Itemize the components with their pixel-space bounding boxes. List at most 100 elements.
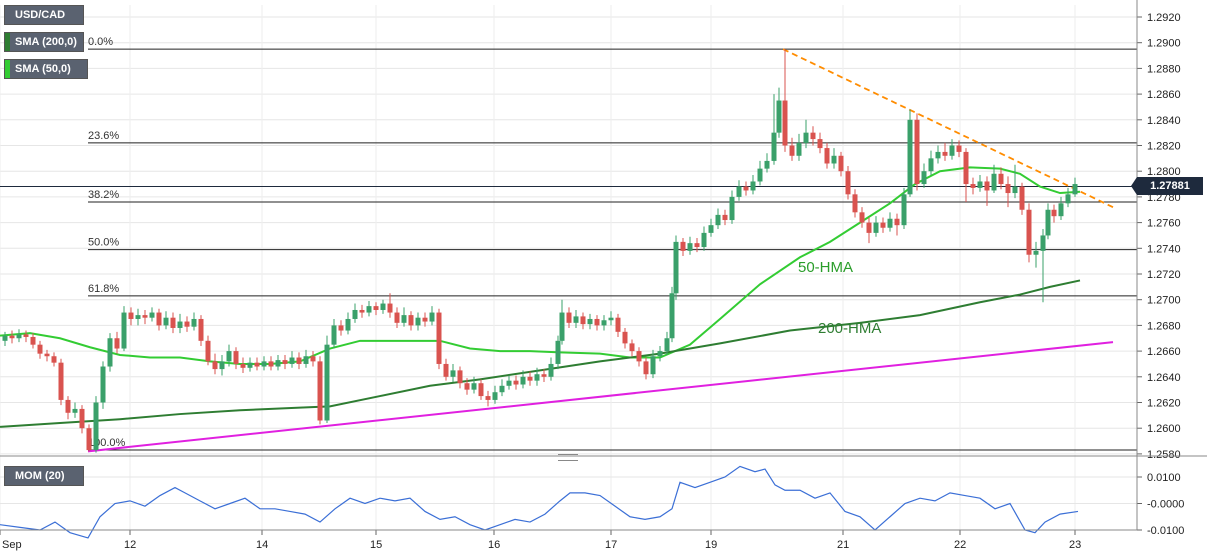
sma50-badge[interactable]: SMA (50,0)	[4, 59, 88, 79]
candle-body	[443, 363, 449, 377]
candle-body	[121, 312, 127, 349]
series-200-hma	[0, 279, 1081, 428]
candle-body	[1040, 235, 1046, 251]
candle-body	[520, 376, 526, 385]
candle-body	[219, 361, 225, 370]
y-tick-label: 1.2740	[1147, 243, 1181, 255]
series-resistance	[782, 48, 1114, 208]
sma50-label: SMA (50,0)	[15, 63, 71, 75]
candle-body	[622, 331, 628, 344]
candle-body	[852, 194, 858, 213]
candle-body	[664, 338, 670, 352]
candle-body	[970, 184, 976, 188]
last-price-tag: 1.27881	[1131, 177, 1203, 195]
candle-body	[894, 218, 900, 226]
sma200-label: SMA (200,0)	[15, 36, 77, 48]
y-tick-label: 1.2580	[1147, 449, 1181, 461]
candle-body	[921, 171, 927, 185]
candle-body	[352, 309, 358, 319]
y-tick-label: 1.2700	[1147, 295, 1181, 307]
candle-body	[942, 151, 948, 156]
candle-body	[492, 392, 498, 400]
y-tick-label: 1.2720	[1147, 269, 1181, 281]
candle-body	[527, 376, 533, 381]
candle-body	[471, 383, 477, 390]
candle-body	[114, 338, 120, 349]
candle-body	[643, 361, 649, 375]
candle-body	[935, 151, 941, 159]
candle-body	[100, 366, 106, 403]
candle-body	[566, 312, 572, 323]
momentum-line	[0, 465, 1079, 539]
candle-body	[247, 362, 253, 368]
candle-body	[1058, 203, 1064, 217]
candle-body	[79, 408, 85, 429]
candle-body	[1012, 186, 1018, 194]
candle-body	[984, 181, 990, 191]
candle-body	[72, 408, 78, 413]
x-tick-label: 15	[370, 539, 382, 551]
candle-body	[233, 351, 239, 364]
candle-body	[58, 362, 64, 400]
candle-body	[555, 340, 561, 364]
y-tick-label: 1.2900	[1147, 38, 1181, 50]
candle-body	[722, 214, 728, 221]
fib-label: 50.0%	[88, 237, 119, 249]
candle-body	[359, 309, 365, 313]
candle-body	[776, 100, 782, 133]
x-tick-label: 16	[488, 539, 500, 551]
y-tick-label: 1.2620	[1147, 398, 1181, 410]
candle-body	[338, 325, 344, 331]
candle-body	[135, 315, 141, 319]
panel-resize-handle[interactable]	[558, 454, 578, 461]
candle-body	[729, 196, 735, 221]
candle-body	[771, 132, 777, 161]
candle-body	[513, 380, 519, 385]
candle-body	[845, 171, 851, 195]
fibonacci-levels: 0.0%23.6%38.2%50.0%61.8%100.0%	[88, 36, 1137, 451]
candle-body	[1065, 194, 1071, 204]
sma50-swatch	[5, 60, 10, 78]
candle-body	[23, 334, 29, 337]
x-tick-label: 17	[605, 539, 617, 551]
candle-body	[226, 351, 232, 362]
candle-body	[37, 344, 43, 354]
candle-body	[142, 315, 148, 318]
candle-body	[750, 181, 756, 191]
candle-body	[9, 335, 15, 339]
candle-body	[963, 151, 969, 185]
momentum-panel: 0.0100 -0.0000 -0.0100	[0, 465, 1184, 539]
candle-body	[485, 396, 491, 400]
candle-body	[254, 362, 260, 367]
mom-y-tick-label: -0.0000	[1147, 499, 1184, 511]
y-tick-label: 1.2840	[1147, 115, 1181, 127]
candle-body	[559, 312, 565, 341]
candle-body	[1072, 184, 1078, 195]
symbol-label: USD/CAD	[15, 9, 66, 21]
x-tick-label: Sep	[2, 539, 22, 551]
candle-body	[506, 380, 512, 386]
fib-label: 23.6%	[88, 130, 119, 142]
candle-body	[408, 315, 414, 326]
candle-body	[694, 243, 700, 248]
candle-body	[128, 312, 134, 319]
candle-body	[803, 132, 809, 143]
sma200-badge[interactable]: SMA (200,0)	[4, 32, 84, 52]
candle-body	[998, 173, 1004, 185]
mom-badge[interactable]: MOM (20)	[4, 466, 84, 486]
sma200-swatch	[5, 33, 10, 51]
candle-body	[859, 212, 865, 223]
candle-body	[587, 318, 593, 325]
candle-body	[93, 402, 99, 451]
y-tick-label: 1.2800	[1147, 166, 1181, 178]
candlesticks	[2, 49, 1078, 453]
candle-body	[422, 317, 428, 322]
candle-body	[387, 303, 393, 313]
candle-body	[436, 312, 442, 364]
candle-body	[1033, 250, 1039, 255]
series-support	[87, 341, 1114, 453]
symbol-badge[interactable]: USD/CAD	[4, 5, 84, 25]
candle-body	[810, 132, 816, 140]
candle-body	[1026, 209, 1032, 255]
